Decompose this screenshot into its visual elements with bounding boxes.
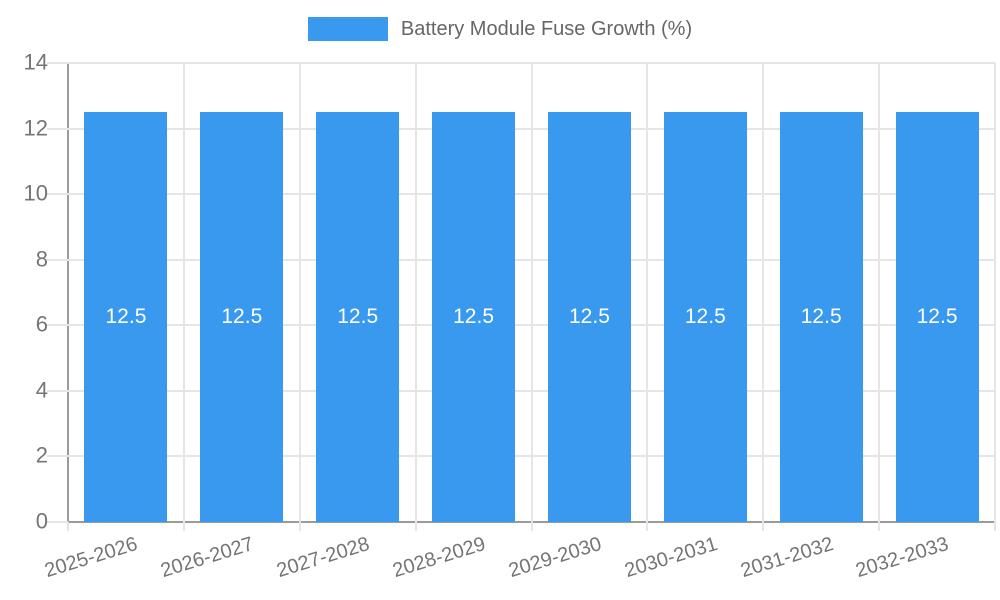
chart-legend[interactable]: Battery Module Fuse Growth (%): [0, 17, 1000, 41]
bar-value-label: 12.5: [569, 305, 610, 329]
bar[interactable]: 12.5: [663, 112, 747, 522]
gridline-y: [47, 455, 995, 458]
y-tick-label: 2: [35, 442, 48, 468]
gridline-x: [182, 63, 185, 531]
gridline-x: [878, 63, 881, 531]
y-tick-label: 4: [35, 377, 48, 403]
gridline-y: [47, 324, 995, 327]
gridline-x: [994, 63, 996, 531]
bar[interactable]: 12.5: [200, 112, 284, 522]
bar[interactable]: 12.5: [779, 112, 863, 522]
x-category-label: 2030-2031: [621, 533, 720, 583]
y-tick-label: 12: [23, 115, 48, 141]
gridline-y: [47, 62, 995, 64]
legend-label: Battery Module Fuse Growth (%): [400, 17, 693, 40]
gridline-y: [47, 127, 995, 130]
x-category-label: 2028-2029: [390, 533, 488, 583]
x-category-label: 2031-2032: [737, 533, 836, 583]
bar-value-label: 12.5: [684, 305, 726, 329]
x-tick: [67, 522, 69, 531]
y-tick-label: 14: [23, 49, 48, 75]
bar-value-label: 12.5: [453, 305, 494, 329]
bar[interactable]: 12.5: [895, 112, 979, 522]
x-category-label: 2032-2033: [853, 533, 952, 583]
bar-value-label: 12.5: [800, 305, 842, 329]
x-category-label: 2029-2030: [505, 533, 604, 583]
legend-swatch: [307, 17, 388, 41]
bar[interactable]: 12.5: [547, 112, 631, 522]
bar[interactable]: 12.5: [432, 112, 516, 522]
bar-value-label: 12.5: [337, 305, 379, 329]
y-tick-label: 8: [35, 246, 48, 272]
bar-value-label: 12.5: [916, 305, 958, 329]
bar[interactable]: 12.5: [84, 112, 168, 522]
y-tick-label: 0: [35, 508, 48, 534]
gridline-x: [298, 63, 301, 531]
y-tick-label: 6: [35, 311, 48, 337]
gridline-y: [47, 193, 995, 196]
gridline-x: [646, 63, 649, 531]
gridline-y: [47, 389, 995, 392]
x-category-label: 2026-2027: [158, 533, 257, 583]
x-category-label: 2027-2028: [274, 533, 373, 583]
bar[interactable]: 12.5: [316, 112, 400, 522]
y-tick-label: 10: [23, 180, 48, 206]
gridline-y: [47, 258, 995, 261]
gridline-x: [762, 63, 765, 531]
bar-value-label: 12.5: [221, 305, 263, 329]
gridline-x: [530, 63, 533, 531]
plot-area: 12.5 12.5 12.5 12.5 12.5 12.5 12.5 12.5: [47, 62, 996, 531]
gridline-x: [414, 63, 417, 531]
bar-value-label: 12.5: [105, 305, 147, 329]
y-axis-line: [67, 63, 69, 523]
gridline-y: [47, 521, 68, 523]
x-category-label: 2025-2026: [42, 533, 141, 583]
